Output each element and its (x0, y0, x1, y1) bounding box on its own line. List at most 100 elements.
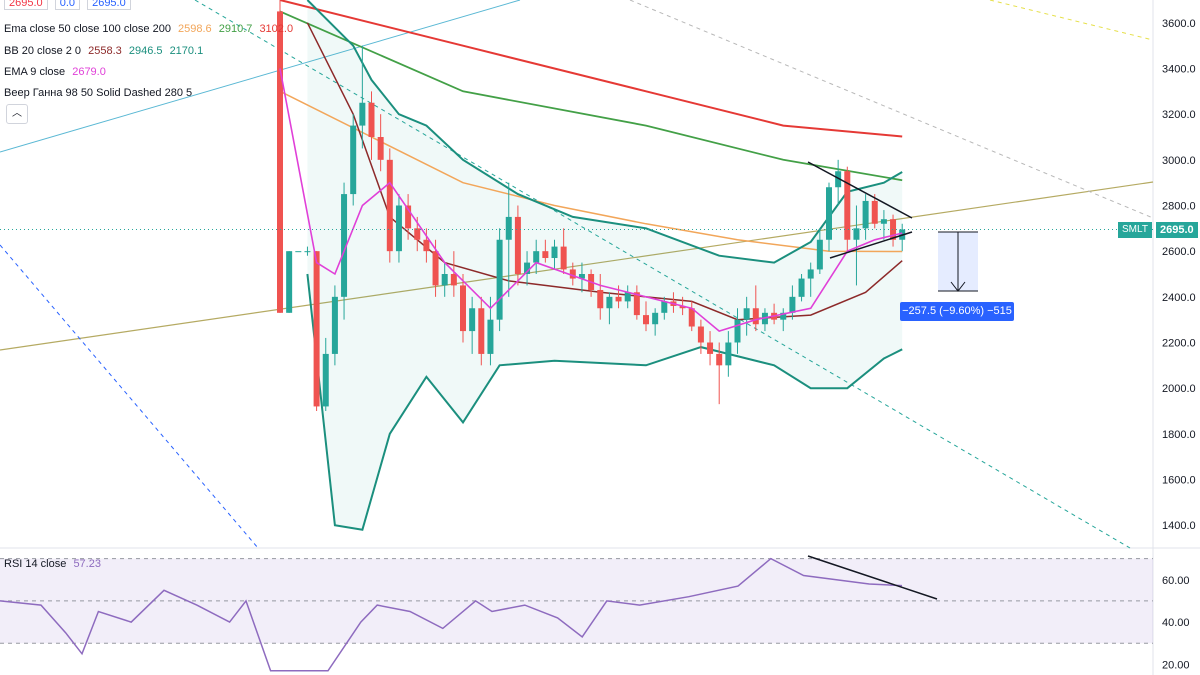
candle-body (286, 251, 293, 313)
candle-body (844, 171, 851, 240)
price-tick-label: 3600.0 (1162, 18, 1196, 30)
gann-fan-line (0, 244, 259, 549)
bb-lower-line (306, 273, 903, 531)
candle-body (524, 262, 531, 274)
last-price-tag: 2695.0 (1156, 222, 1198, 238)
candle-body (450, 274, 457, 286)
candle-body (862, 200, 869, 229)
ema-legend[interactable]: Ema close 50 close 100 close 200 2598.6 … (4, 23, 297, 35)
price-tick-label: 2000.0 (1162, 383, 1196, 395)
candle-body (514, 216, 521, 274)
candle-body (496, 239, 503, 320)
candle-body (313, 251, 320, 407)
bb-legend-label: BB 20 close 2 0 (4, 45, 82, 57)
candle-body (798, 278, 805, 297)
candle-body (816, 239, 823, 270)
candle-body (697, 326, 704, 343)
candle-body (661, 301, 668, 313)
candle-body (835, 171, 842, 188)
candle-body (633, 292, 640, 316)
price-tick-label: 1600.0 (1162, 475, 1196, 487)
gann-fan-line (0, 181, 1154, 351)
price-tick-label: 1400.0 (1162, 520, 1196, 532)
price-tick-label: 3400.0 (1162, 64, 1196, 76)
price-tick-label: 3000.0 (1162, 155, 1196, 167)
candle-body (533, 251, 540, 263)
bb-band-fill (307, 0, 903, 530)
rsi-tick-label: 20.00 (1162, 659, 1190, 671)
candle-body (386, 159, 393, 252)
symbol-tag: SMLT (1118, 222, 1152, 238)
gann-fan-line (629, 0, 1154, 219)
ema9-value: 2679.0 (72, 66, 106, 78)
candle-body (652, 312, 659, 325)
ohlc-legend: 2695.0 0.0 2695.0 (4, 0, 135, 10)
rsi-divergence-line (807, 555, 938, 600)
bb-upper-value: 2946.5 (128, 45, 163, 57)
ema-legend-label: Ema close 50 close 100 close 200 (4, 23, 171, 35)
candle-body (880, 219, 887, 224)
rsi-tick-label: 40.00 (1162, 617, 1190, 629)
candle-body (350, 125, 357, 195)
candle-body (752, 308, 759, 325)
candle-body (743, 308, 750, 320)
candle-body (871, 200, 878, 224)
candle-body (377, 137, 384, 160)
candle-body (295, 251, 302, 253)
candle-body (807, 269, 814, 279)
rsi-legend-value: 57.23 (73, 558, 101, 570)
rsi-line (0, 557, 903, 672)
price-tick-label: 3200.0 (1162, 109, 1196, 121)
measure-label: −257.5 (−9.60%) −515 (900, 302, 1014, 321)
candle-body (359, 102, 366, 126)
candle-body (414, 228, 421, 240)
price-tick-label: 2200.0 (1162, 338, 1196, 350)
candle-body (469, 308, 476, 332)
ema50-line (279, 90, 903, 253)
gann-legend[interactable]: Веер Ганна 98 50 Solid Dashed 280 5 (4, 87, 196, 99)
candle-body (542, 251, 549, 259)
candle-body (569, 269, 576, 279)
ema100-line (279, 10, 903, 182)
candle-body (734, 319, 741, 343)
candle-body (368, 102, 375, 137)
candle-body (789, 296, 796, 313)
bb-upper-line (306, 0, 903, 264)
candle-body (277, 11, 283, 313)
candle-body (505, 216, 512, 240)
candle-body (322, 353, 329, 407)
candle-body (423, 239, 430, 252)
candle-body (643, 315, 649, 325)
candle-body (780, 312, 787, 320)
candle-body (826, 187, 832, 240)
candle-body (679, 305, 686, 309)
bb-basis-value: 2558.3 (88, 45, 122, 57)
triangle-lower-line (829, 231, 913, 259)
bb-lower-value: 2170.1 (169, 45, 204, 57)
bb-legend[interactable]: BB 20 close 2 0 2558.3 2946.5 2170.1 (4, 45, 207, 57)
rsi-tick-label: 60.00 (1162, 575, 1190, 587)
rsi-legend-label: RSI 14 close (4, 558, 67, 570)
price-tick-label: 2400.0 (1162, 292, 1196, 304)
ema9-legend[interactable]: EMA 9 close 2679.0 (4, 66, 110, 78)
gann-legend-label: Веер Ганна 98 50 Solid Dashed 280 5 (4, 87, 193, 99)
price-tick-label: 2600.0 (1162, 246, 1196, 258)
ohlc-change: 0.0 (54, 0, 81, 10)
ema9-legend-label: EMA 9 close (4, 66, 66, 78)
rsi-legend[interactable]: RSI 14 close 57.23 (4, 558, 105, 570)
candle-body (560, 246, 567, 270)
candle-body (460, 285, 466, 332)
candle-body (890, 219, 897, 240)
ema50-value: 2598.6 (178, 23, 212, 35)
chevron-up-icon[interactable]: ︿ (6, 104, 28, 124)
candle-body (615, 296, 622, 302)
candle-body (405, 205, 412, 229)
candle-body (487, 319, 494, 354)
candle-body (432, 251, 439, 286)
candle-body (478, 308, 485, 354)
candle-body (707, 342, 714, 354)
ema200-value: 3102.0 (259, 23, 294, 35)
ema200-line (279, 0, 903, 138)
candle-body (597, 289, 604, 309)
